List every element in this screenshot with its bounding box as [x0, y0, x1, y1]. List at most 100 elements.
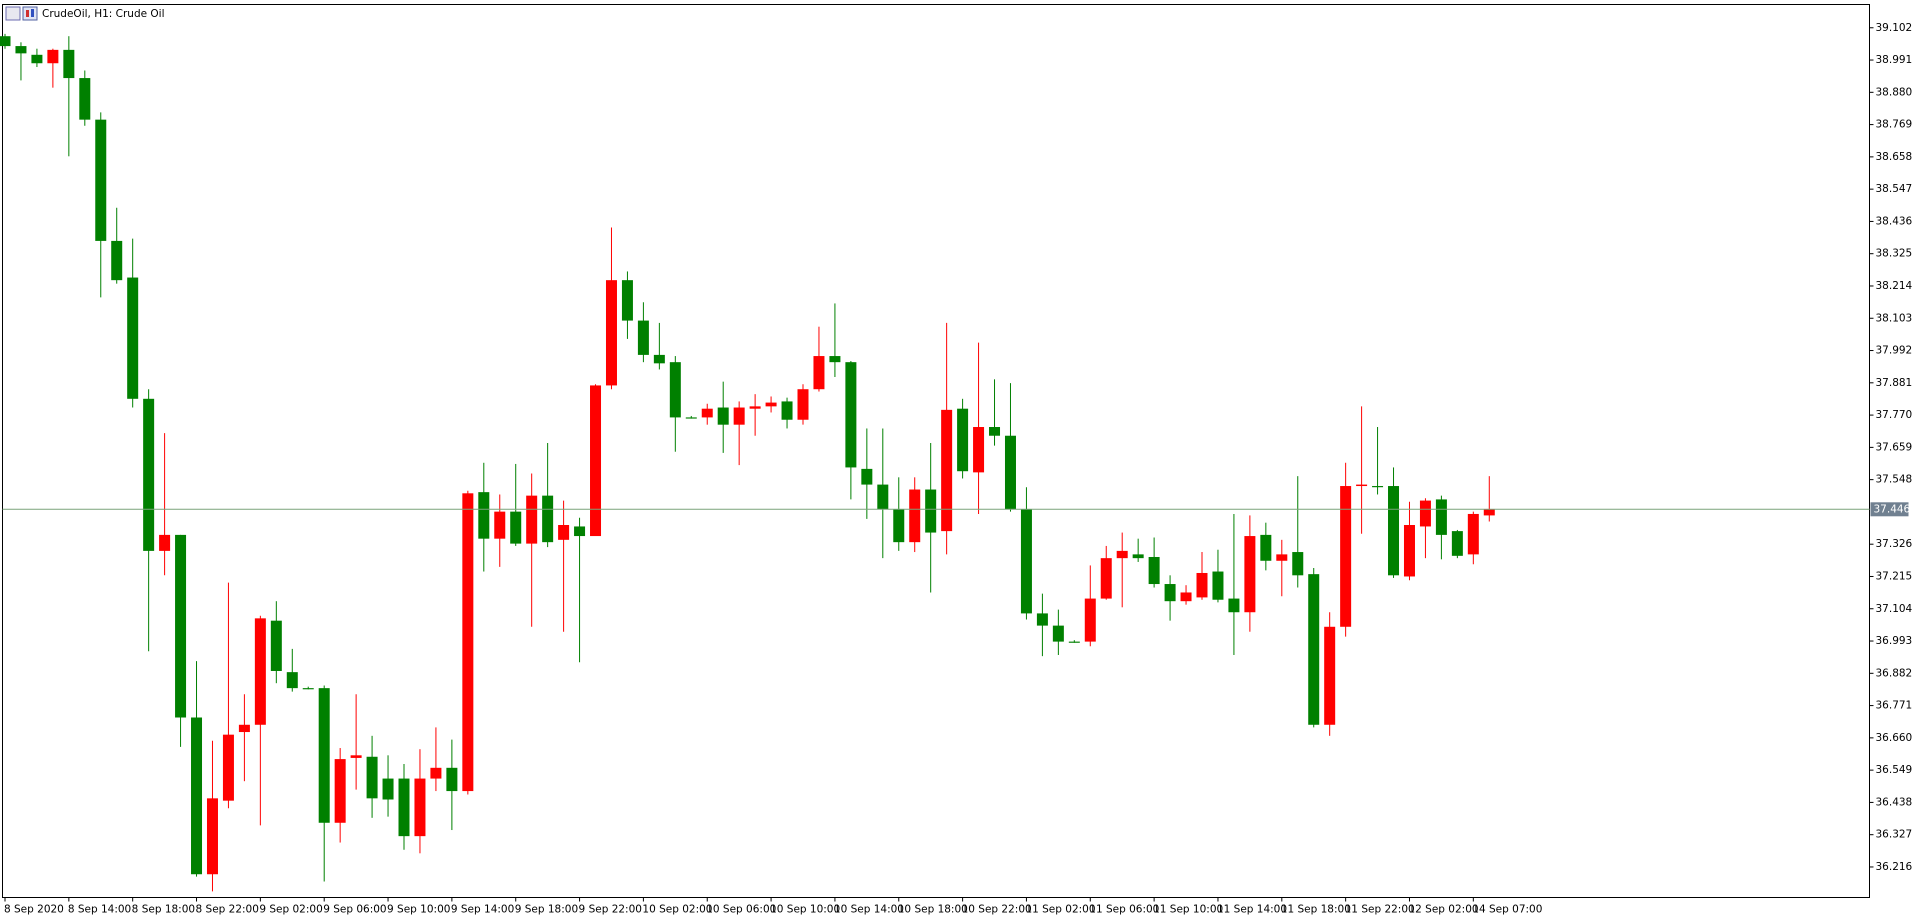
- candle-body: [1276, 554, 1288, 561]
- candle-body: [1388, 486, 1400, 576]
- candle-body: [749, 406, 761, 409]
- x-tick-label: 10 Sep 06:00: [706, 904, 776, 916]
- x-tick-label: 8 Sep 2020: [4, 904, 64, 916]
- candle-body: [957, 408, 969, 472]
- candle-body: [797, 389, 809, 420]
- x-tick-label: 9 Sep 18:00: [515, 904, 578, 916]
- x-tick-label: 8 Sep 14:00: [68, 904, 131, 916]
- candle-body: [542, 495, 554, 543]
- candle-body: [1180, 592, 1192, 602]
- candle-body: [143, 398, 155, 551]
- y-tick-label: 37.548: [1876, 474, 1913, 486]
- current-price-label: 37.446: [1874, 503, 1911, 515]
- y-tick-label: 36.771: [1876, 700, 1913, 712]
- x-tick-label: 11 Sep 18:00: [1281, 904, 1351, 916]
- icon-table[interactable]: [5, 6, 21, 21]
- candle-body: [1403, 525, 1415, 577]
- x-tick-label: 9 Sep 06:00: [323, 904, 386, 916]
- candle-body: [558, 525, 570, 540]
- candle-body: [1308, 574, 1320, 725]
- x-tick-label: 10 Sep 18:00: [898, 904, 968, 916]
- candle-body: [685, 417, 697, 419]
- candle-body: [765, 402, 777, 407]
- candle-body: [1004, 435, 1016, 510]
- candle-body: [318, 688, 330, 823]
- candle-body: [1036, 613, 1048, 626]
- candle-body: [1196, 572, 1208, 598]
- candle-body: [781, 401, 793, 420]
- candle-body: [334, 759, 346, 823]
- candle-body: [302, 688, 314, 690]
- y-tick-label: 36.549: [1876, 764, 1913, 776]
- x-tick-label: 8 Sep 22:00: [196, 904, 259, 916]
- y-tick-label: 38.769: [1876, 119, 1913, 131]
- candle-body: [462, 493, 474, 792]
- y-tick-label: 36.216: [1876, 861, 1913, 873]
- candle-body: [15, 46, 27, 54]
- y-tick-label: 37.326: [1876, 538, 1913, 550]
- candle-body: [1164, 584, 1176, 602]
- y-tick-label: 38.214: [1876, 280, 1913, 292]
- candle-body: [701, 408, 713, 418]
- candle-body: [1100, 558, 1112, 599]
- candle-body: [1132, 554, 1144, 559]
- x-tick-label: 9 Sep 10:00: [387, 904, 450, 916]
- candle-body: [877, 484, 889, 510]
- candle-body: [845, 362, 857, 468]
- candle-body: [621, 280, 633, 321]
- candle-body: [605, 280, 617, 386]
- candle-body: [95, 119, 107, 241]
- candle-body: [717, 407, 729, 425]
- y-tick-label: 38.103: [1876, 312, 1913, 324]
- candle-body: [925, 489, 937, 533]
- candle-body: [206, 798, 218, 875]
- y-tick-label: 36.660: [1876, 732, 1913, 744]
- chart-title: CrudeOil, H1: Crude Oil: [42, 8, 165, 20]
- candle-body: [861, 468, 873, 485]
- candle-body: [1419, 500, 1431, 527]
- y-tick-label: 36.438: [1876, 796, 1913, 808]
- current-price-box: [1870, 502, 1909, 517]
- x-tick-label: 9 Sep 02:00: [259, 904, 322, 916]
- candle-body: [1052, 625, 1064, 642]
- y-tick-label: 36.993: [1876, 635, 1913, 647]
- icon-bar: [31, 9, 34, 17]
- y-tick-label: 38.658: [1876, 151, 1913, 163]
- candle-body: [1356, 484, 1368, 487]
- candle-body: [574, 526, 586, 537]
- x-tick-label: 10 Sep 10:00: [770, 904, 840, 916]
- candle-body: [350, 755, 362, 758]
- candle-body: [1372, 486, 1384, 488]
- x-tick-label: 9 Sep 22:00: [579, 904, 642, 916]
- y-tick-label: 36.882: [1876, 667, 1913, 679]
- candle-body: [1340, 486, 1352, 627]
- candle-body: [478, 492, 490, 539]
- candle-body: [31, 54, 43, 64]
- x-tick-label: 11 Sep 06:00: [1089, 904, 1159, 916]
- candle-body: [669, 362, 681, 418]
- candle-body: [1292, 552, 1304, 576]
- y-tick-label: 37.104: [1876, 603, 1913, 615]
- candle-body: [1451, 531, 1463, 556]
- candle-body: [191, 717, 203, 875]
- x-tick-label: 8 Sep 18:00: [132, 904, 195, 916]
- y-tick-label: 38.547: [1876, 183, 1913, 195]
- candle-body: [813, 356, 825, 390]
- icon-symbol[interactable]: [22, 6, 38, 21]
- candle-body: [494, 511, 506, 539]
- y-tick-label: 38.880: [1876, 86, 1913, 98]
- candle-body: [238, 724, 250, 733]
- x-tick-label: 9 Sep 14:00: [451, 904, 514, 916]
- candle-body: [510, 511, 522, 544]
- candle-body: [1084, 598, 1096, 642]
- candle-body: [446, 767, 458, 792]
- x-tick-label: 10 Sep 22:00: [962, 904, 1032, 916]
- candle-body: [1483, 509, 1495, 516]
- y-tick-label: 38.991: [1876, 54, 1913, 66]
- candle-body: [1260, 534, 1272, 561]
- candle-body: [159, 534, 171, 551]
- icon-bar: [26, 10, 29, 17]
- candle-body: [254, 618, 266, 725]
- candle-body: [1228, 598, 1240, 613]
